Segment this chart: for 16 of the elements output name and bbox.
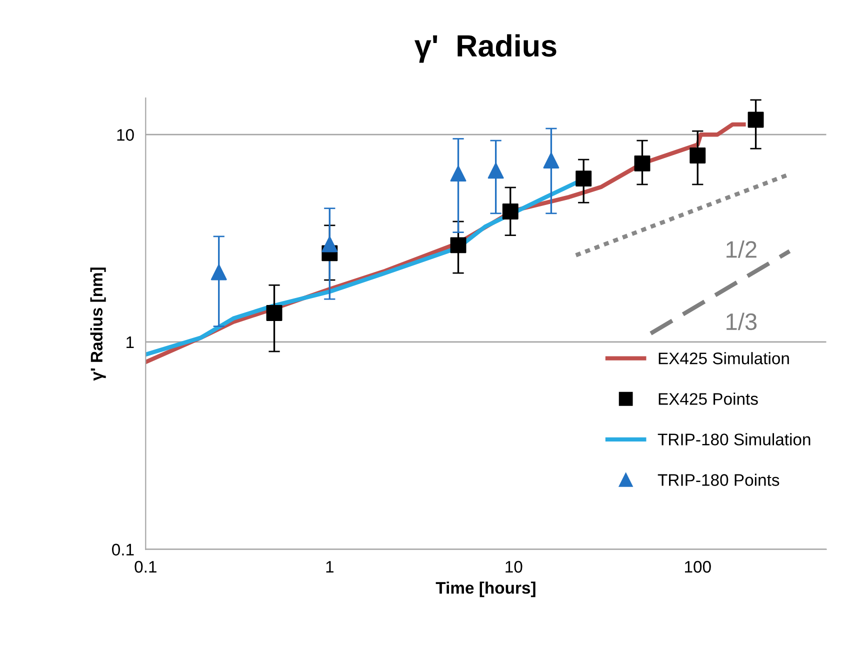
- annotation: 1/2: [726, 240, 756, 258]
- legend-label: TRIP-180 Points: [658, 474, 780, 486]
- x-tick-label: 100: [685, 560, 711, 573]
- legend-label: TRIP-180 Simulation: [658, 433, 810, 446]
- x-tick-label: 0.1: [134, 560, 156, 573]
- y-tick-label: 0.1: [112, 544, 134, 556]
- y-tick-label: 10: [117, 129, 134, 141]
- legend-label: EX425 Simulation: [658, 352, 789, 364]
- y-axis-title: γ' Radius [nm]: [90, 268, 106, 381]
- chart-title: γ' Radius: [414, 34, 556, 63]
- x-tick-label: 10: [506, 560, 522, 573]
- annotation: 1/3: [726, 312, 757, 330]
- legend-label: EX425 Points: [658, 392, 758, 405]
- y-tick-label: 1: [126, 336, 134, 348]
- x-tick-label: 1: [326, 561, 334, 573]
- x-axis-title: Time [hours]: [436, 582, 536, 598]
